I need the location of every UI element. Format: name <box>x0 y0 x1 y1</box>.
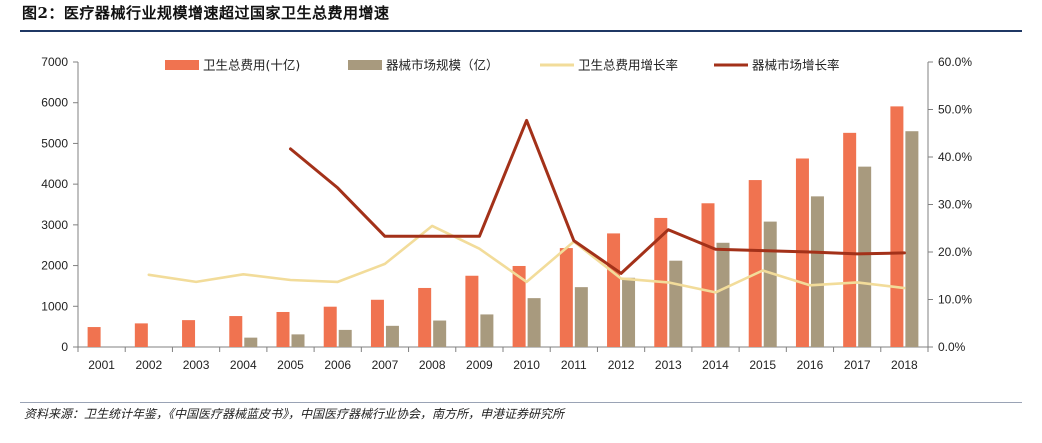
bar <box>559 248 573 347</box>
bar <box>843 132 857 347</box>
chart-lines <box>147 118 906 294</box>
y-tick-label: 6000 <box>41 96 68 110</box>
legend-swatch <box>348 60 382 70</box>
bar <box>748 180 762 347</box>
bar <box>890 106 904 347</box>
x-tick-label: 2012 <box>608 358 635 372</box>
bar <box>323 306 337 347</box>
bar <box>229 316 243 347</box>
bar <box>385 325 399 347</box>
legend-label: 器械市场规模（亿） <box>386 58 499 73</box>
x-tick-label: 2001 <box>88 358 115 372</box>
y2-tick-label: 60.0% <box>938 55 972 69</box>
x-tick-label: 2017 <box>844 358 871 372</box>
chart-bars <box>87 106 919 347</box>
x-tick-label: 2007 <box>372 358 399 372</box>
bar <box>87 327 101 347</box>
y2-tick-label: 10.0% <box>938 293 972 307</box>
y-tick-label: 4000 <box>41 177 68 191</box>
x-tick-label: 2005 <box>277 358 304 372</box>
y-tick-label: 2000 <box>41 259 68 273</box>
legend-label: 卫生总费用增长率 <box>578 58 678 73</box>
legend-label: 卫生总费用(十亿) <box>203 58 300 73</box>
series-line <box>147 224 906 294</box>
chart-axes: 0 1000 2000 3000 4000 5000 6000 7000 0.0% 10.0% 20… <box>41 55 972 372</box>
bar <box>574 287 588 347</box>
legend-swatch <box>165 60 199 70</box>
bar <box>370 299 384 347</box>
y2-tick-label: 0.0% <box>938 340 966 354</box>
series-line <box>289 118 906 275</box>
y-tick-label: 7000 <box>41 55 68 69</box>
x-tick-label: 2016 <box>797 358 824 372</box>
bar <box>607 233 621 347</box>
x-tick-label: 2004 <box>230 358 257 372</box>
bar <box>716 242 730 347</box>
bar <box>905 131 919 347</box>
title-rule <box>20 30 1022 32</box>
bar <box>622 277 636 347</box>
x-tick-label: 2003 <box>183 358 210 372</box>
x-tick-label: 2008 <box>419 358 446 372</box>
y-tick-label: 5000 <box>41 136 68 150</box>
x-tick-label: 2013 <box>655 358 682 372</box>
bar <box>763 221 777 347</box>
chart-legend: 卫生总费用(十亿) 器械市场规模（亿） 卫生总费用增长率 器械市场增长率 <box>165 58 840 73</box>
bar <box>480 314 494 347</box>
bar <box>134 323 148 347</box>
y2-tick-label: 30.0% <box>938 198 972 212</box>
y2-tick-label: 40.0% <box>938 150 972 164</box>
y2-tick-label: 50.0% <box>938 103 972 117</box>
chart: 0 1000 2000 3000 4000 5000 6000 7000 0.0% 10.0% 20… <box>41 55 972 372</box>
x-tick-label: 2006 <box>324 358 351 372</box>
chart-title: 图2：医疗器械行业规模增速超过国家卫生总费用增速 <box>22 4 390 22</box>
legend-label: 器械市场增长率 <box>752 58 840 73</box>
x-tick-label: 2011 <box>561 358 587 372</box>
bar <box>182 320 196 347</box>
bar <box>512 265 526 347</box>
source-note: 资料来源：卫生统计年鉴，《中国医疗器械蓝皮书》，中国医疗器械行业协会，南方所，申… <box>24 407 565 421</box>
x-tick-label: 2015 <box>749 358 776 372</box>
bar <box>527 298 541 347</box>
y-tick-label: 1000 <box>41 299 68 313</box>
bar <box>701 203 715 347</box>
y-tick-label: 3000 <box>41 218 68 232</box>
x-tick-label: 2018 <box>891 358 918 372</box>
y2-tick-label: 20.0% <box>938 245 972 259</box>
bar <box>433 320 447 347</box>
x-tick-label: 2010 <box>513 358 540 372</box>
bar <box>810 196 824 347</box>
bar <box>291 334 305 347</box>
bar <box>244 337 258 347</box>
source-rule <box>20 402 1022 403</box>
bar <box>338 329 352 347</box>
bar <box>858 166 872 347</box>
bar <box>669 260 683 347</box>
x-tick-label: 2009 <box>466 358 493 372</box>
x-tick-label: 2002 <box>135 358 162 372</box>
bar <box>276 311 290 347</box>
bar <box>465 275 479 347</box>
y-tick-label: 0 <box>61 340 68 354</box>
x-tick-label: 2014 <box>702 358 729 372</box>
bar <box>418 287 432 347</box>
